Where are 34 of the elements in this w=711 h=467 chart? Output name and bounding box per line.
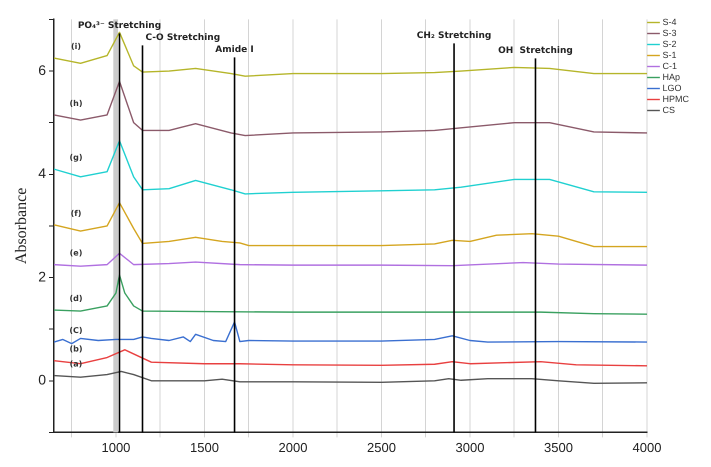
annotation: (C) xyxy=(69,326,83,336)
y-tick-label: 0 xyxy=(38,372,46,388)
ref-line-label: CH₂ Stretching xyxy=(416,31,492,42)
annotation: (i) xyxy=(70,42,82,52)
x-tick-label: 1000 xyxy=(101,440,130,455)
ref-line-label: OH Stretching xyxy=(498,46,573,56)
annotation: (e) xyxy=(70,248,82,258)
annotation: (b) xyxy=(69,344,83,354)
ref-line-label: C-O Stretching xyxy=(145,33,220,44)
annotation: (g) xyxy=(69,153,83,162)
legend-label: HAp xyxy=(662,72,680,82)
annotation: (f) xyxy=(70,208,82,218)
legend-label: S-3 xyxy=(662,28,677,38)
y-tick-label: 2 xyxy=(38,268,46,284)
x-tick-label: 2000 xyxy=(278,440,308,455)
legend-label: S-4 xyxy=(662,16,677,27)
annotation: (h) xyxy=(69,98,82,108)
legend-label: CS xyxy=(662,104,676,115)
x-tick-label: 4000 xyxy=(632,440,662,455)
ref-line-label: PO₄³⁻ Stretching xyxy=(78,21,162,32)
x-tick-label: 2500 xyxy=(367,440,396,455)
y-axis-title: Absorbance xyxy=(12,188,30,264)
y-tick-label: 4 xyxy=(38,165,46,182)
y-tick-label: 6 xyxy=(38,62,46,78)
legend-label: HPMC xyxy=(662,94,690,104)
x-tick-label: 3000 xyxy=(456,440,484,455)
x-tick-label: 1500 xyxy=(190,440,219,455)
annotation: (d) xyxy=(69,294,83,304)
ref-line-label: Amide I xyxy=(215,45,254,56)
x-tick-label: 3500 xyxy=(544,440,573,455)
legend-label: S-1 xyxy=(662,50,677,60)
legend-label: C-1 xyxy=(662,60,678,71)
legend-label: S-2 xyxy=(662,38,677,49)
legend-label: LGO xyxy=(662,82,682,93)
